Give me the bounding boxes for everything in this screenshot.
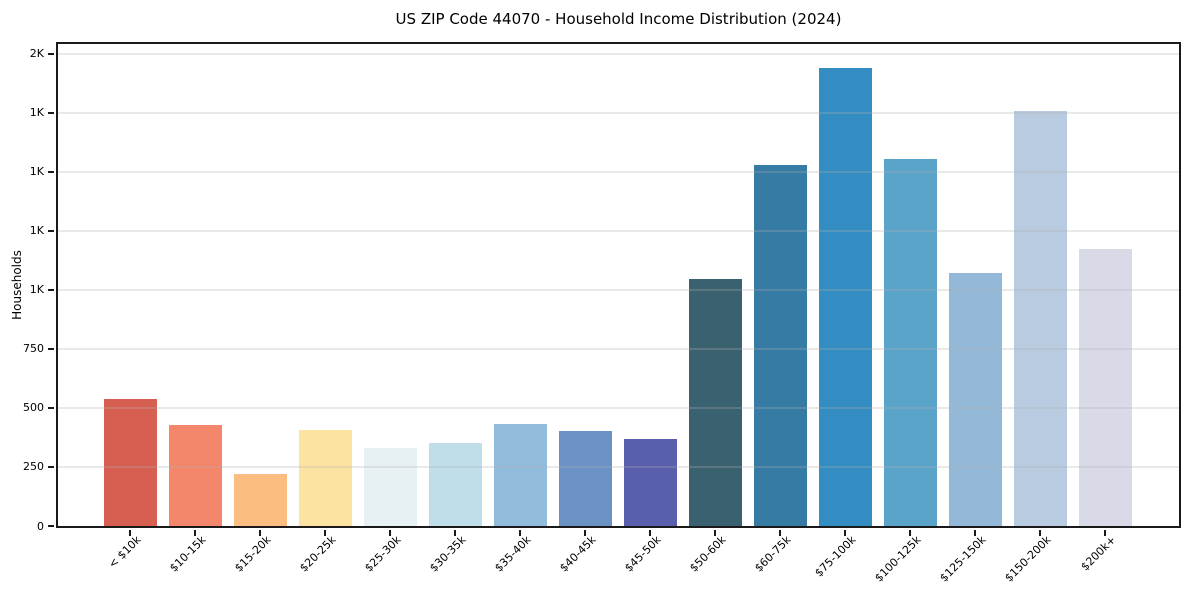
y-axis-tick — [48, 466, 54, 468]
bar — [948, 273, 1002, 526]
bar — [818, 68, 872, 526]
chart-title: US ZIP Code 44070 - Household Income Dis… — [395, 10, 842, 28]
y-tick-label: 0 — [37, 520, 44, 533]
bar — [493, 424, 547, 526]
x-axis-tick — [649, 530, 651, 536]
right-spine — [1179, 42, 1181, 528]
x-axis-tick — [584, 530, 586, 536]
bar — [883, 159, 937, 526]
bar — [103, 399, 157, 526]
x-axis-spine — [56, 526, 1181, 528]
gridline — [58, 348, 1179, 350]
bar — [558, 431, 612, 526]
y-axis-tick — [48, 53, 54, 55]
gridline — [58, 230, 1179, 232]
x-axis-tick — [324, 530, 326, 536]
y-tick-label: 250 — [23, 460, 44, 473]
y-axis-tick — [48, 525, 54, 527]
bar — [1013, 111, 1067, 526]
y-tick-label: 2K — [29, 47, 44, 60]
gridline — [58, 407, 1179, 409]
x-axis-tick — [909, 530, 911, 536]
y-axis-tick — [48, 348, 54, 350]
plot-area: 0 250 500 750 1K 1K 1K 1K 2K < $10k $10-15k $15-20… — [23, 42, 1181, 584]
gridline — [58, 171, 1179, 173]
bar — [298, 430, 352, 526]
y-axis-tick — [48, 289, 54, 291]
gridline — [58, 466, 1179, 468]
y-tick-label: 1K — [29, 283, 44, 296]
bar — [623, 439, 677, 526]
y-tick-label: 1K — [29, 224, 44, 237]
x-axis-tick — [389, 530, 391, 536]
y-axis-spine — [56, 42, 58, 528]
y-tick-label: 1K — [29, 165, 44, 178]
y-axis-tick — [48, 230, 54, 232]
top-spine — [56, 42, 1181, 44]
y-axis-tick — [48, 171, 54, 173]
gridline — [58, 53, 1179, 55]
y-tick-label: 750 — [23, 342, 44, 355]
x-tick-label: < $10k — [105, 533, 144, 571]
y-tick-label: 500 — [23, 401, 44, 414]
bar — [753, 165, 807, 526]
x-axis-tick — [1104, 530, 1106, 536]
bar — [168, 425, 222, 526]
bar — [428, 443, 482, 526]
bar — [688, 279, 742, 526]
x-axis-tick — [779, 530, 781, 536]
bar — [363, 448, 417, 526]
gridline — [58, 289, 1179, 291]
x-axis-tick — [1039, 530, 1041, 536]
bar — [233, 474, 287, 526]
x-axis-tick — [259, 530, 261, 536]
gridline — [58, 112, 1179, 114]
x-axis-tick — [844, 530, 846, 536]
x-axis-tick — [519, 530, 521, 536]
x-axis-tick — [194, 530, 196, 536]
x-axis-tick — [974, 530, 976, 536]
y-axis-tick — [48, 407, 54, 409]
y-tick-label: 1K — [29, 106, 44, 119]
x-axis-tick — [454, 530, 456, 536]
bar — [1078, 249, 1132, 526]
y-axis-tick — [48, 112, 54, 114]
x-axis-tick — [129, 530, 131, 536]
x-axis-tick — [714, 530, 716, 536]
